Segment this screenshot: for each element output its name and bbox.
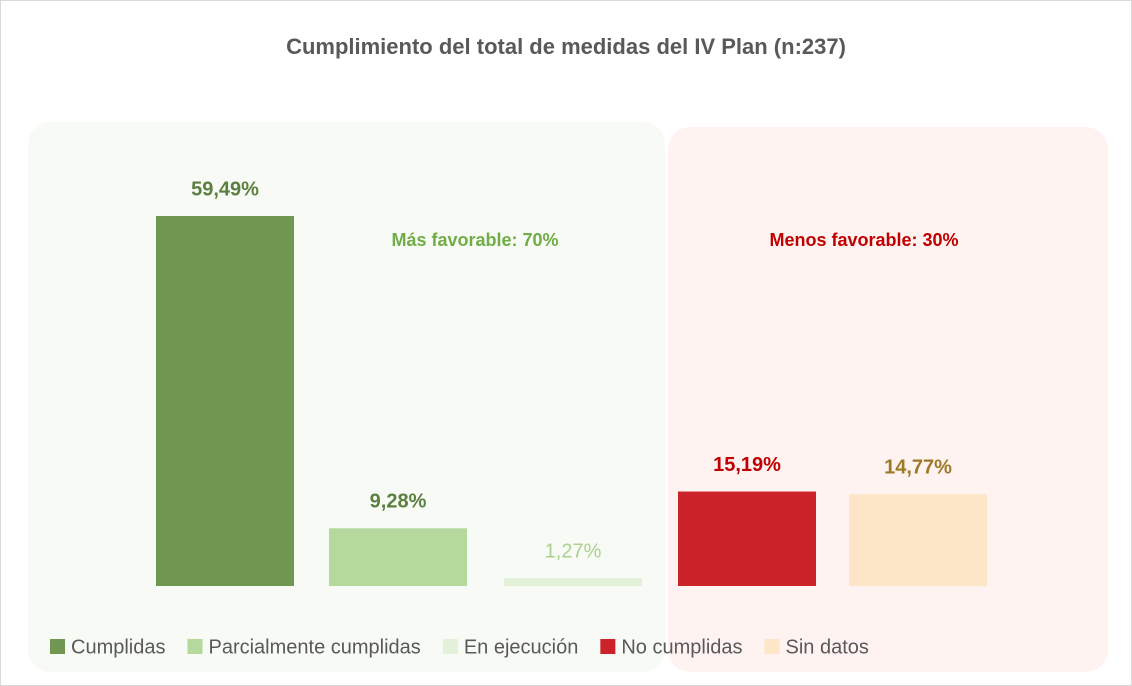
unfavorable-panel <box>668 127 1108 672</box>
legend-swatch <box>442 639 458 654</box>
bar <box>329 528 467 586</box>
legend-label: En ejecución <box>464 636 579 658</box>
favorable-panel <box>28 122 665 672</box>
annotation: Menos favorable: 30% <box>769 230 958 250</box>
legend-swatch <box>50 639 65 654</box>
legend-swatch <box>764 639 780 654</box>
bar <box>156 216 294 586</box>
legend-label: Sin datos <box>786 636 869 658</box>
legend-label: Parcialmente cumplidas <box>208 636 420 658</box>
bar <box>849 494 987 586</box>
legend-swatch <box>187 639 203 654</box>
legend-label: Cumplidas <box>71 636 165 658</box>
bar <box>678 491 816 586</box>
legend-label: No cumplidas <box>621 636 742 658</box>
bar <box>504 578 642 586</box>
chart-title: Cumplimiento del total de medidas del IV… <box>286 34 846 59</box>
legend-swatch <box>600 639 616 654</box>
value-label: 59,49% <box>191 178 259 200</box>
value-label: 15,19% <box>713 454 781 476</box>
annotation: Más favorable: 70% <box>391 230 558 250</box>
value-label: 9,28% <box>370 491 427 513</box>
value-label: 1,27% <box>545 540 602 562</box>
value-label: 14,77% <box>884 456 952 478</box>
